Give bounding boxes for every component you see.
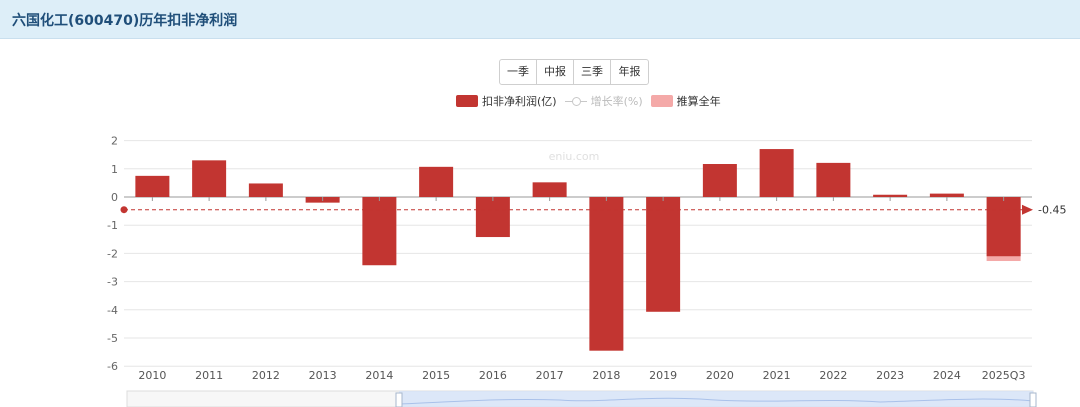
x-tick-label: 2017 xyxy=(536,369,564,382)
legend-swatch-profit xyxy=(456,95,478,107)
bar xyxy=(135,175,170,197)
reference-start-dot xyxy=(120,206,128,214)
bar xyxy=(816,162,851,197)
y-tick-label: -4 xyxy=(107,304,118,317)
legend-swatch-estimate xyxy=(650,95,673,107)
x-tick-label: 2019 xyxy=(649,369,677,382)
period-tabs: 一季 中报 三季 年报 xyxy=(499,59,649,85)
bar xyxy=(305,197,340,203)
zoom-track xyxy=(126,390,1034,407)
tab-half-year[interactable]: 中报 xyxy=(537,60,574,84)
y-tick-label: -1 xyxy=(107,219,118,232)
bar xyxy=(248,183,283,197)
x-tick-label: 2018 xyxy=(592,369,620,382)
bar xyxy=(759,149,794,197)
legend-label-profit: 扣非净利润(亿) xyxy=(482,95,557,108)
y-tick-label: -5 xyxy=(107,332,118,345)
estimate-bar xyxy=(986,197,1021,262)
x-tick-label: 2011 xyxy=(195,369,223,382)
legend-label-growth: 增长率(%) xyxy=(590,95,643,108)
chart-legend: 扣非净利润(亿) 增长率(%) 推算全年 xyxy=(456,94,729,108)
grid-lines xyxy=(124,140,1032,367)
tab-q3[interactable]: 三季 xyxy=(574,60,611,84)
reference-label: -0.45 xyxy=(1038,204,1066,217)
y-tick-label: -6 xyxy=(107,360,118,373)
zoom-handle-right[interactable] xyxy=(1029,392,1037,407)
zoom-preview xyxy=(398,397,1034,405)
x-tick-label: 2012 xyxy=(252,369,280,382)
legend-label-estimate: 推算全年 xyxy=(676,95,721,108)
bar xyxy=(192,160,227,197)
y-tick-label: 0 xyxy=(111,191,118,204)
x-tick-label: 2013 xyxy=(309,369,337,382)
x-tick-label: 2010 xyxy=(138,369,166,382)
x-tick-label: 2020 xyxy=(706,369,734,382)
bar xyxy=(419,166,454,197)
zoom-handle-left[interactable] xyxy=(395,392,403,407)
page-header: 六国化工(600470)历年扣非净利润 xyxy=(0,0,1080,39)
bar xyxy=(702,164,737,197)
x-tick-label: 2023 xyxy=(876,369,904,382)
bar xyxy=(873,194,908,197)
bar xyxy=(646,197,681,312)
bar xyxy=(475,197,510,238)
x-tick-label: 2022 xyxy=(819,369,847,382)
bar xyxy=(986,197,1021,257)
legend-item-estimate[interactable]: 推算全年 xyxy=(650,93,721,109)
y-tick-label: 2 xyxy=(111,135,118,148)
tab-q1[interactable]: 一季 xyxy=(500,60,537,84)
legend-item-profit[interactable]: 扣非净利润(亿) xyxy=(456,93,557,109)
data-zoom-slider[interactable] xyxy=(126,390,1037,407)
x-tick-label: 2016 xyxy=(479,369,507,382)
watermark: eniu.com xyxy=(549,150,600,163)
y-tick-label: -3 xyxy=(107,276,118,289)
bar xyxy=(929,193,964,197)
x-tick-label: 2021 xyxy=(763,369,791,382)
y-tick-label: 1 xyxy=(111,163,118,176)
x-tick-label: 2015 xyxy=(422,369,450,382)
x-tick-label: 2024 xyxy=(933,369,961,382)
x-tick-label: 2014 xyxy=(365,369,393,382)
y-tick-label: -2 xyxy=(107,247,118,260)
legend-swatch-growth xyxy=(564,95,587,107)
y-axis-ticks: 2 1 0 -1 -2 -3 -4 -5 -6 xyxy=(107,135,118,374)
zoom-window[interactable] xyxy=(399,391,1033,407)
reference-line: -0.45 xyxy=(120,204,1066,217)
page-title: 六国化工(600470)历年扣非净利润 xyxy=(12,13,238,29)
reference-arrow xyxy=(1022,204,1033,215)
x-tick-label: 2025Q3 xyxy=(982,369,1026,382)
x-axis-ticks: 2010 2011 2012 2013 2014 2015 2016 2017 2018 2019… xyxy=(138,197,1025,382)
bar xyxy=(362,197,397,266)
bars xyxy=(135,149,1021,351)
tab-annual[interactable]: 年报 xyxy=(618,65,641,78)
legend-item-growth[interactable]: 增长率(%) xyxy=(564,93,643,109)
bar xyxy=(532,182,567,197)
bar xyxy=(589,197,624,351)
